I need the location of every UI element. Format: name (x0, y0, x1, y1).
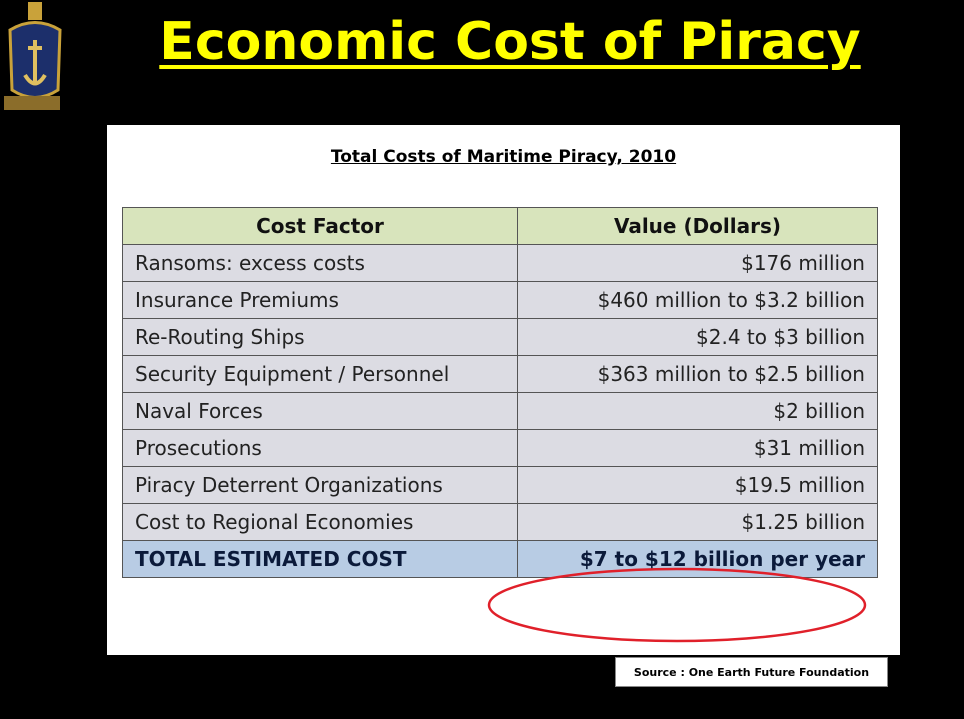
table-row: Prosecutions $31 million (122, 429, 878, 467)
table-row: Ransoms: excess costs $176 million (122, 244, 878, 282)
table-cell: Prosecutions (122, 429, 518, 467)
highlight-ellipse (487, 567, 867, 643)
table-row: TOTAL ESTIMATED COST $7 to $12 billion pe… (122, 540, 878, 578)
table-cell: Ransoms: excess costs (122, 244, 518, 282)
slide-title: Economic Cost of Piracy (159, 12, 861, 72)
table-cell: Cost Factor (122, 207, 518, 245)
table-cell: $1.25 billion (517, 503, 878, 541)
table-cell: $19.5 million (517, 466, 878, 504)
table-row: Naval Forces $2 billion (122, 392, 878, 430)
table-cell: Re-Routing Ships (122, 318, 518, 356)
table-row: Security Equipment / Personnel $363 milli… (122, 355, 878, 393)
table-cell: $7 to $12 billion per year (517, 540, 878, 578)
table-row: Insurance Premiums $460 million to $3.2 b… (122, 281, 878, 319)
table-cell: $460 million to $3.2 billion (517, 281, 878, 319)
table-cell: $363 million to $2.5 billion (517, 355, 878, 393)
table-cell: $2.4 to $3 billion (517, 318, 878, 356)
emblem (4, 2, 62, 110)
table-row: Cost to Regional Economies $1.25 billion (122, 503, 878, 541)
table-row: Cost Factor Value (Dollars) (122, 207, 878, 245)
cost-table: Cost Factor Value (Dollars) Ransoms: exces… (122, 207, 878, 578)
emblem-anchor (23, 40, 47, 86)
table-cell: $176 million (517, 244, 878, 282)
table-cell: Value (Dollars) (517, 207, 878, 245)
table-caption: Total Costs of Maritime Piracy, 2010 (330, 147, 677, 167)
table-cell: TOTAL ESTIMATED COST (122, 540, 518, 578)
emblem-crown (28, 2, 42, 20)
table-cell: $31 million (517, 429, 878, 467)
table-cell: Naval Forces (122, 392, 518, 430)
table-row: Piracy Deterrent Organizations $19.5 mill… (122, 466, 878, 504)
table-cell: Piracy Deterrent Organizations (122, 466, 518, 504)
table-row: Re-Routing Ships $2.4 to $3 billion (122, 318, 878, 356)
table-cell: Cost to Regional Economies (122, 503, 518, 541)
source-note: Source : One Earth Future Foundation (615, 657, 888, 687)
emblem-scroll (4, 96, 60, 110)
table-cell: $2 billion (517, 392, 878, 430)
table-cell: Security Equipment / Personnel (122, 355, 518, 393)
table-panel: Total Costs of Maritime Piracy, 2010 Cos… (107, 125, 900, 655)
table-cell: Insurance Premiums (122, 281, 518, 319)
